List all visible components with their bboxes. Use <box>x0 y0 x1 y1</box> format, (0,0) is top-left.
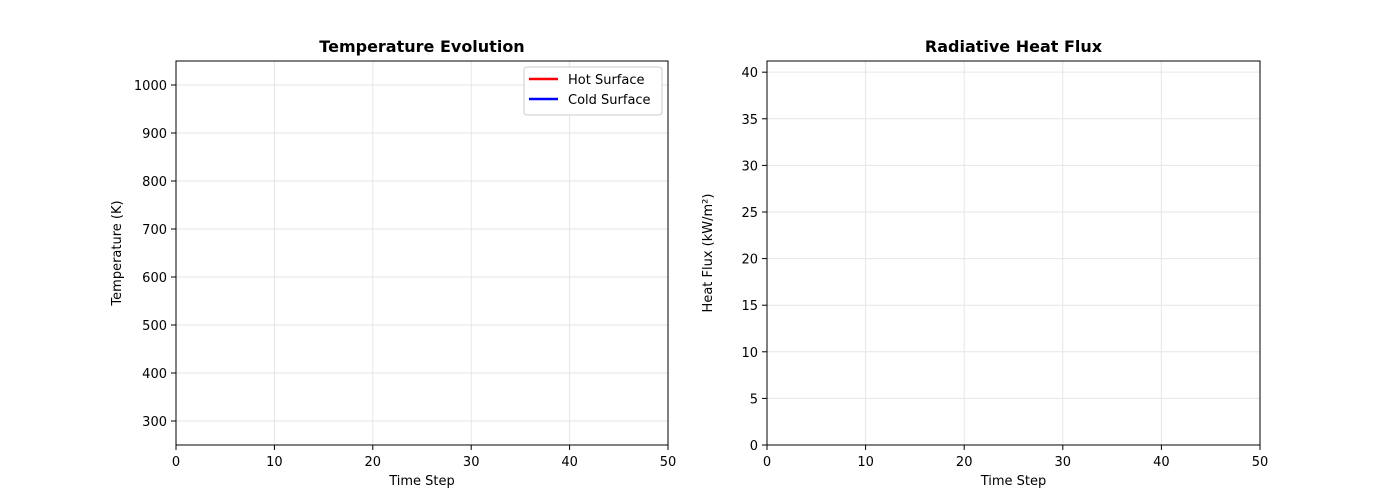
heat-flux-y-tick-label: 15 <box>741 299 758 314</box>
temperature-y-tick-label: 1000 <box>134 79 167 94</box>
heat-flux-y-tick-label: 20 <box>741 253 758 268</box>
heat-flux-plot-frame <box>766 60 1261 446</box>
heat-flux-x-tick-label: 40 <box>1153 455 1170 470</box>
temperature-x-tick-label: 10 <box>266 455 283 470</box>
heat-flux-x-axis-label: Time Step <box>980 474 1047 489</box>
heat-flux-y-tick-label: 10 <box>741 346 758 361</box>
temperature-chart-title: Temperature Evolution <box>319 37 524 56</box>
heat-flux-y-tick-label: 35 <box>741 113 758 128</box>
heat-flux-y-tick-label: 25 <box>741 206 758 221</box>
temperature-legend-box <box>523 66 663 116</box>
temperature-y-tick-label: 300 <box>142 415 167 430</box>
temperature-y-tick-label: 500 <box>142 319 167 334</box>
temperature-y-axis-label: Temperature (K) <box>110 200 125 306</box>
heat-flux-y-tick-label: 40 <box>741 66 758 81</box>
heat-flux-grid <box>766 61 1261 446</box>
temperature-x-axis-label: Time Step <box>388 474 455 489</box>
heat-flux-y-tick-label: 5 <box>750 392 758 407</box>
heat-flux-x-tick-label: 50 <box>1252 455 1269 470</box>
heat-flux-ticks: 0 10 20 30 40 50 0 5 10 15 20 25 30 35 40 <box>741 66 1268 470</box>
temperature-x-tick-label: 50 <box>660 455 677 470</box>
temperature-y-tick-label: 600 <box>142 271 167 286</box>
temperature-y-tick-label: 700 <box>142 223 167 238</box>
temperature-y-tick-label: 800 <box>142 175 167 190</box>
heat-flux-x-tick-label: 10 <box>857 455 874 470</box>
heat-flux-x-tick-label: 30 <box>1055 455 1072 470</box>
temperature-plot-frame <box>175 60 669 446</box>
temperature-y-tick-label: 900 <box>142 127 167 142</box>
temperature-legend: Hot Surface Cold Surface <box>523 66 663 116</box>
temperature-x-tick-label: 20 <box>365 455 382 470</box>
temperature-legend-label: Cold Surface <box>568 93 651 108</box>
heat-flux-x-tick-label: 20 <box>956 455 973 470</box>
temperature-legend-label: Hot Surface <box>568 73 644 88</box>
heat-flux-chart-title: Radiative Heat Flux <box>925 37 1103 56</box>
temperature-ticks: 0 10 20 30 40 50 300 400 500 600 700 800 900 1000 <box>134 79 676 470</box>
heat-flux-y-tick-label: 0 <box>750 439 758 454</box>
temperature-chart: 0 10 20 30 40 50 300 400 500 600 700 800 900 1000 Tem… <box>110 37 676 489</box>
temperature-x-tick-label: 30 <box>463 455 480 470</box>
temperature-y-tick-label: 400 <box>142 367 167 382</box>
heat-flux-y-tick-label: 30 <box>741 159 758 174</box>
temperature-x-tick-label: 0 <box>172 455 180 470</box>
temperature-x-tick-label: 40 <box>561 455 578 470</box>
heat-flux-chart: 0 10 20 30 40 50 0 5 10 15 20 25 30 35 40 Radiative He… <box>701 37 1268 489</box>
heat-flux-y-axis-label: Heat Flux (kW/m²) <box>701 194 716 313</box>
temperature-grid <box>175 61 669 445</box>
heat-flux-x-tick-label: 0 <box>763 455 771 470</box>
